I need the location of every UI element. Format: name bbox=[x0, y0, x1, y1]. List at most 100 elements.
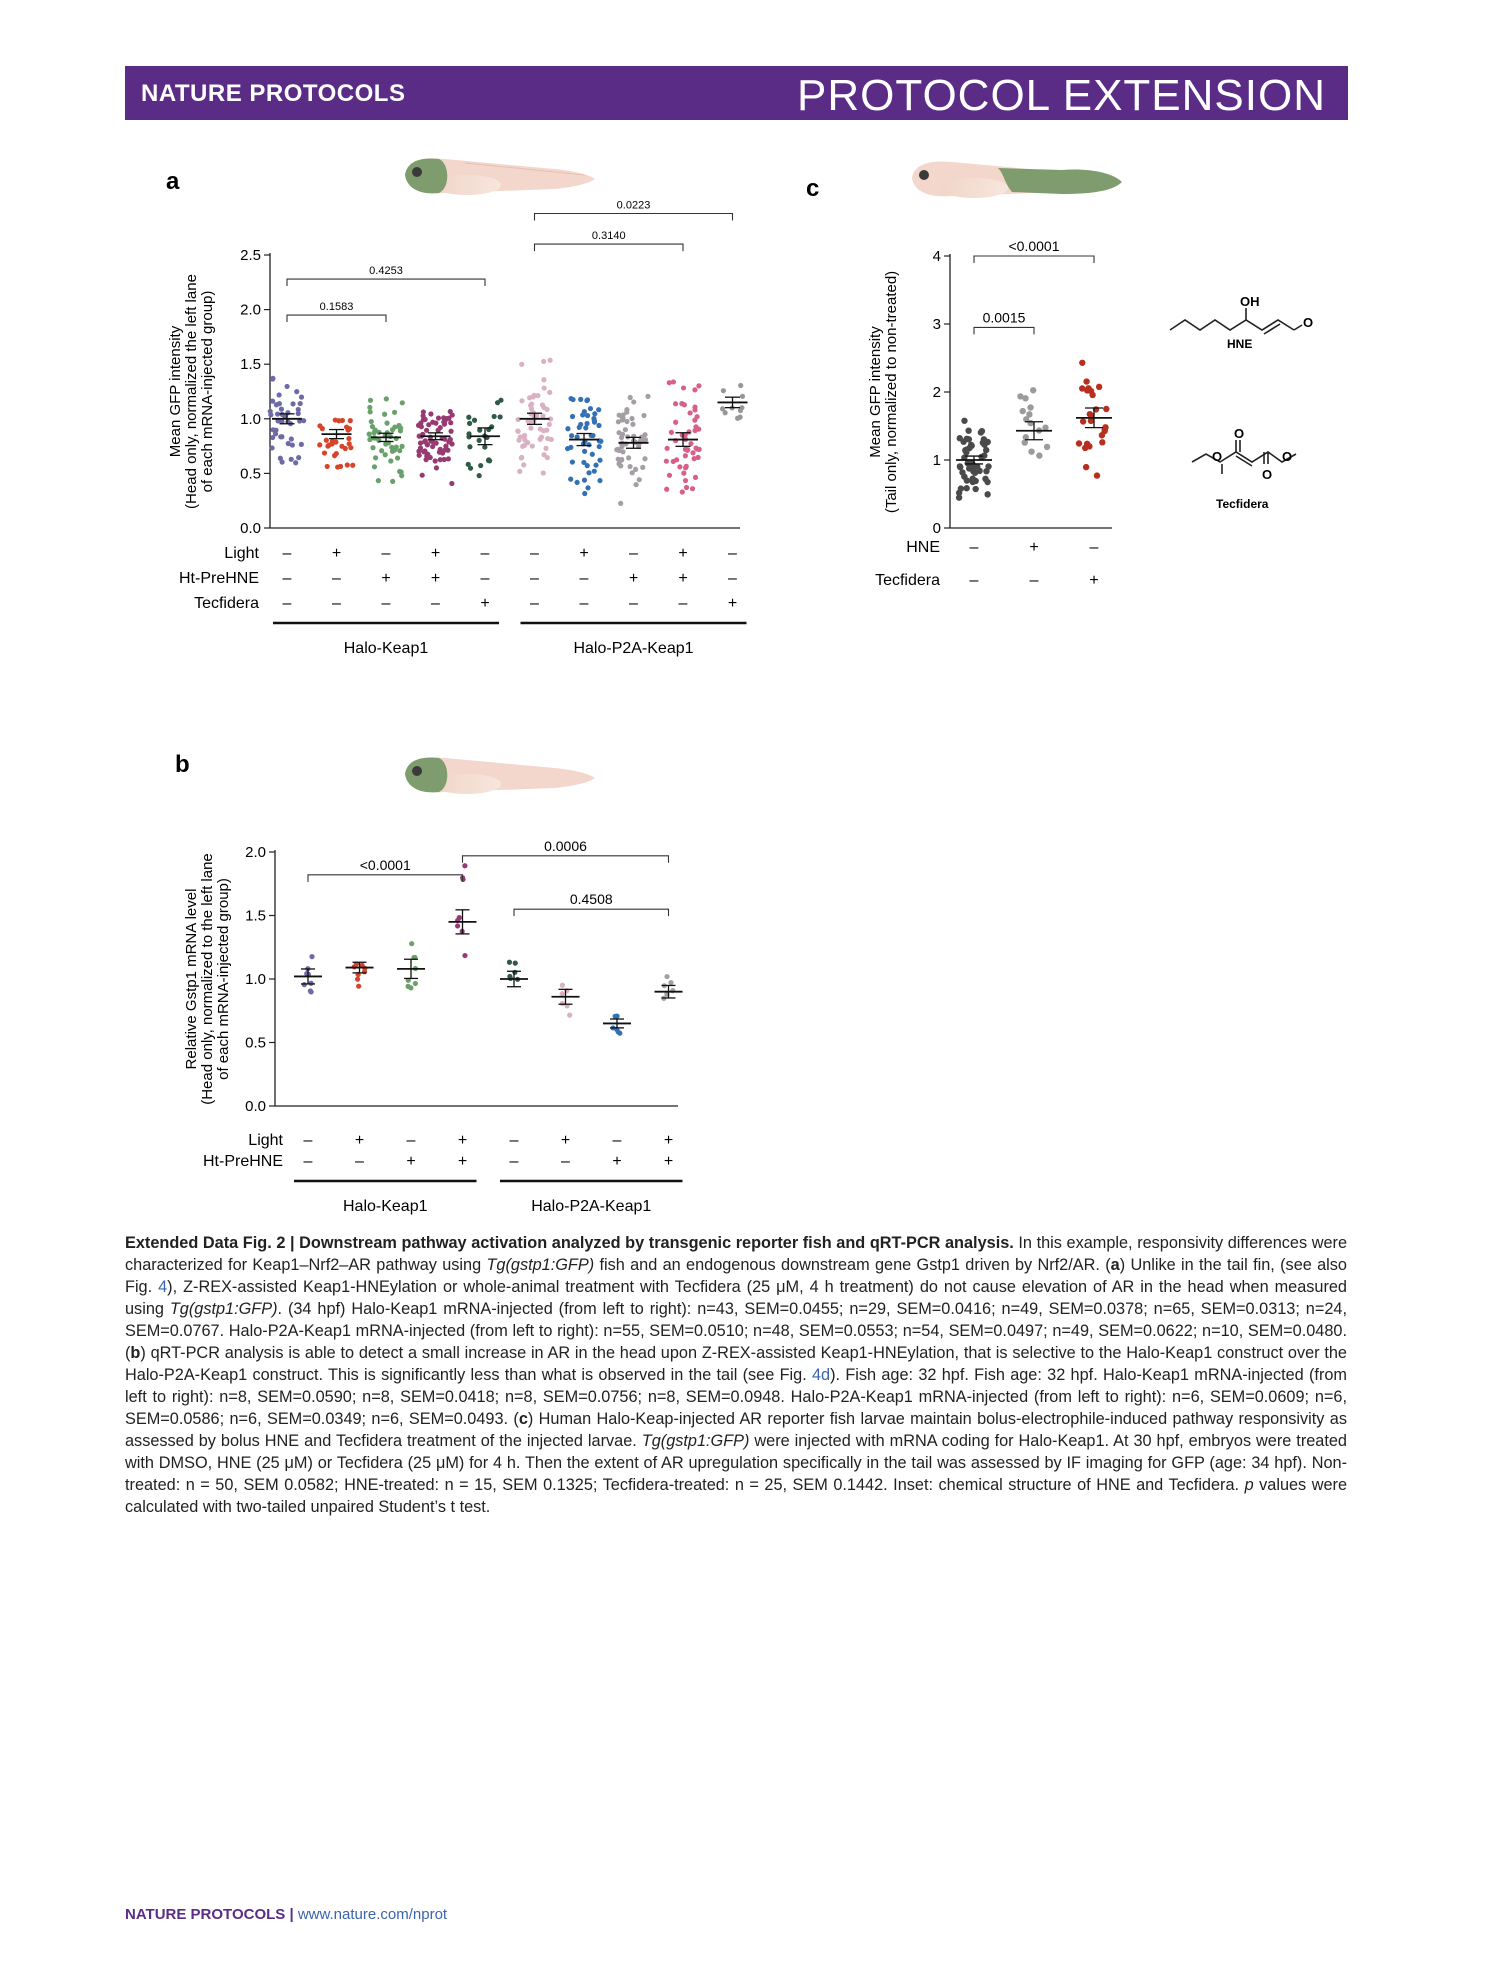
data-point bbox=[569, 433, 575, 439]
data-point bbox=[527, 395, 533, 401]
fig-4d-link[interactable]: 4d bbox=[812, 1366, 831, 1384]
data-point bbox=[420, 409, 426, 415]
data-point bbox=[437, 457, 443, 463]
data-point bbox=[409, 941, 415, 947]
data-point bbox=[980, 436, 988, 443]
y-tick-label: 0.5 bbox=[240, 465, 261, 482]
data-point bbox=[961, 417, 968, 424]
data-point bbox=[346, 435, 352, 442]
p-value-label: 0.1583 bbox=[320, 301, 354, 313]
journal-name: NATURE PROTOCOLS bbox=[141, 80, 406, 107]
data-point bbox=[682, 432, 688, 438]
data-point bbox=[1042, 424, 1049, 431]
data-point bbox=[432, 458, 438, 464]
data-point bbox=[541, 377, 547, 383]
data-point bbox=[672, 401, 679, 407]
data-point bbox=[592, 411, 598, 417]
data-point bbox=[367, 409, 373, 415]
data-point bbox=[430, 443, 436, 450]
data-point bbox=[521, 432, 528, 439]
data-point bbox=[465, 461, 471, 467]
condition-sign: – bbox=[530, 595, 539, 612]
y-tick-label: 0.0 bbox=[240, 520, 261, 537]
condition-sign: + bbox=[332, 545, 341, 562]
data-point bbox=[344, 462, 350, 468]
y-tick-label: 4 bbox=[933, 248, 941, 265]
group-label: Halo-P2A-Keap1 bbox=[573, 640, 693, 657]
y-axis-label: (Tail only, normalized to non-treated) bbox=[883, 271, 900, 513]
y-axis-label: (Head only, normalized the left lane bbox=[183, 274, 200, 509]
condition-sign: – bbox=[679, 595, 688, 612]
data-point bbox=[688, 440, 694, 447]
tec-o-bottom-label: O bbox=[1262, 467, 1272, 482]
data-point bbox=[581, 459, 587, 466]
condition-sign: + bbox=[612, 1153, 621, 1170]
data-point bbox=[695, 454, 701, 461]
data-point bbox=[370, 445, 376, 451]
data-point bbox=[399, 400, 405, 406]
data-point bbox=[367, 404, 373, 411]
condition-sign: – bbox=[561, 1153, 570, 1170]
panel-letter-b: b bbox=[175, 751, 190, 778]
condition-sign: + bbox=[561, 1132, 570, 1149]
data-point bbox=[1019, 407, 1026, 415]
data-point bbox=[616, 412, 622, 418]
data-point bbox=[419, 472, 425, 478]
data-point bbox=[585, 485, 591, 491]
condition-sign: – bbox=[283, 545, 292, 562]
data-point bbox=[543, 445, 549, 451]
data-point bbox=[528, 406, 535, 412]
data-point bbox=[587, 405, 594, 412]
data-point bbox=[1079, 359, 1086, 366]
data-point bbox=[367, 397, 374, 403]
data-point bbox=[516, 437, 522, 443]
data-point bbox=[722, 410, 728, 416]
data-point bbox=[1083, 378, 1090, 385]
significance-bracket bbox=[286, 278, 486, 287]
data-point bbox=[547, 389, 553, 395]
data-point bbox=[285, 440, 291, 447]
data-point bbox=[615, 1029, 621, 1035]
data-point bbox=[375, 478, 381, 484]
significance-bracket bbox=[973, 326, 1035, 335]
condition-sign: – bbox=[332, 570, 341, 587]
data-point bbox=[1021, 439, 1028, 446]
data-point bbox=[642, 456, 648, 462]
data-point bbox=[639, 434, 645, 440]
data-point bbox=[627, 463, 633, 470]
fig-4-link[interactable]: 4 bbox=[158, 1278, 168, 1296]
data-point bbox=[397, 425, 403, 431]
data-point bbox=[394, 455, 401, 461]
data-point bbox=[350, 462, 356, 468]
data-point bbox=[692, 404, 698, 410]
caption-text: ). Fish age: 32 hpf. Fish age: 32 hpf. H… bbox=[125, 1366, 1347, 1428]
footer-url-link[interactable]: www.nature.com/nprot bbox=[297, 1906, 448, 1923]
data-point bbox=[301, 982, 307, 988]
data-point bbox=[517, 468, 523, 474]
group-label: Halo-P2A-Keap1 bbox=[531, 1198, 651, 1215]
data-point bbox=[739, 393, 746, 399]
data-point bbox=[693, 424, 699, 430]
condition-sign: – bbox=[481, 545, 490, 562]
tec-o-right-label: O bbox=[1282, 449, 1292, 464]
data-point bbox=[1043, 443, 1051, 451]
data-point bbox=[384, 420, 390, 426]
data-point bbox=[415, 422, 422, 428]
figure-caption: Extended Data Fig. 2 | Downstream pathwa… bbox=[125, 1232, 1347, 1518]
data-point bbox=[268, 412, 274, 418]
data-point bbox=[582, 448, 588, 454]
data-point bbox=[279, 419, 285, 425]
data-point bbox=[584, 420, 590, 427]
data-point bbox=[593, 462, 599, 468]
condition-row-label: Light bbox=[224, 545, 259, 562]
data-point bbox=[476, 437, 482, 443]
data-point bbox=[1101, 427, 1108, 435]
data-point bbox=[618, 434, 625, 441]
data-point bbox=[288, 456, 294, 462]
data-point bbox=[597, 477, 603, 484]
header-banner: NATURE PROTOCOLS PROTOCOL EXTENSION bbox=[125, 66, 1348, 120]
hne-label: HNE bbox=[1227, 337, 1252, 351]
data-point bbox=[591, 468, 597, 474]
data-point bbox=[1022, 434, 1029, 441]
data-point bbox=[683, 484, 690, 491]
